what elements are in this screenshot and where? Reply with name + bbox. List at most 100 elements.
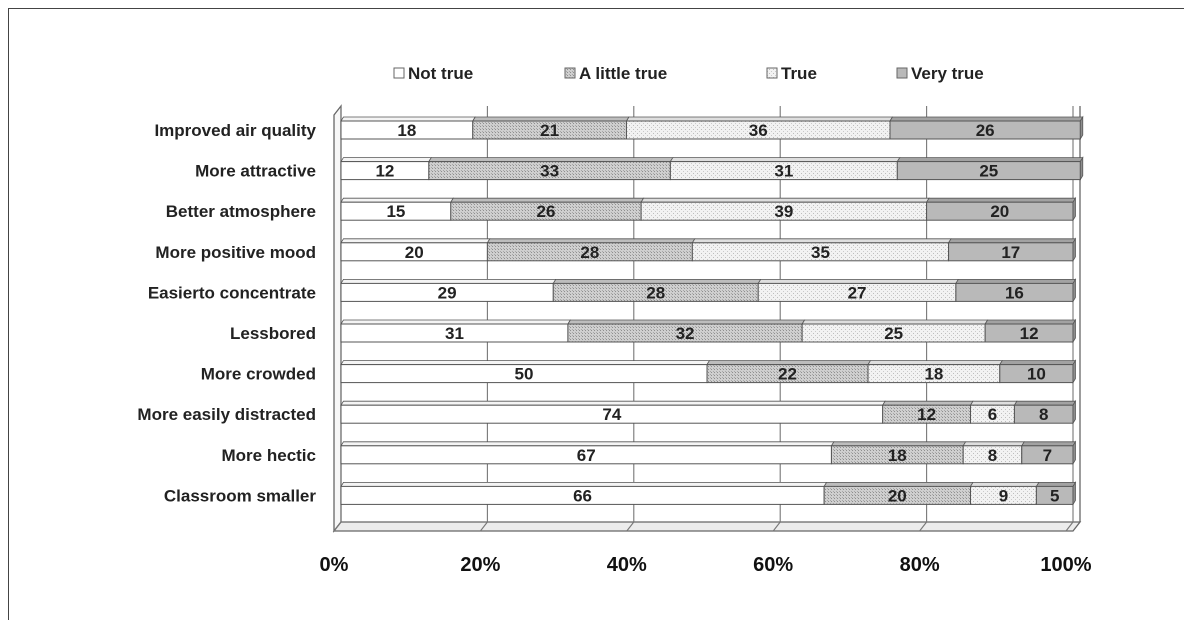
legend-swatch [896, 67, 908, 79]
data-label: 35 [811, 243, 830, 262]
data-label: 18 [924, 365, 943, 384]
bar-end-cap [1072, 399, 1076, 425]
category-labels: Improved air quality More attractive Bette… [137, 121, 316, 505]
bar-row-more-hectic: 67 18 8 7 [340, 440, 1077, 466]
data-label: 33 [540, 162, 559, 181]
data-label: 9 [999, 486, 1008, 505]
legend-swatch [564, 67, 576, 79]
category-label: Easierto concentrate [148, 283, 316, 302]
legend-item-not-true: Not true [393, 64, 473, 83]
bar-row-easierto-concentrate: 29 28 27 16 [340, 277, 1077, 303]
bar-row-lessbored: 31 32 25 12 [340, 318, 1077, 344]
bar-row-better-atmosphere: 15 26 39 20 [340, 196, 1077, 222]
data-label: 20 [990, 202, 1009, 221]
bar-row-more-attractive: 12 33 31 25 [340, 156, 1084, 182]
category-label: Better atmosphere [166, 202, 316, 221]
x-tick-label: 20% [460, 554, 500, 576]
left-wall [333, 104, 342, 533]
legend-label: Very true [911, 64, 984, 83]
category-label: More easily distracted [137, 405, 316, 424]
data-label: 18 [397, 121, 416, 140]
data-label: 31 [445, 324, 464, 343]
bar-row-more-easily-distracted: 74 12 6 8 [340, 399, 1077, 425]
bar-row-more-crowded: 50 22 18 10 [340, 359, 1077, 385]
floor [332, 521, 1082, 532]
data-label: 25 [884, 324, 903, 343]
data-label: 12 [375, 162, 394, 181]
bar-end-cap [1072, 318, 1076, 344]
data-label: 16 [1005, 283, 1024, 302]
data-label: 31 [774, 162, 793, 181]
data-label: 10 [1027, 365, 1046, 384]
gridline-floor [626, 521, 635, 532]
legend-label: True [781, 64, 817, 83]
bar-end-cap [1072, 277, 1076, 303]
gridline-floor [1065, 521, 1074, 532]
x-tick-label: 0% [320, 554, 349, 576]
category-label: More crowded [201, 365, 316, 384]
gridline-floor [333, 521, 342, 532]
data-label: 12 [917, 405, 936, 424]
x-tick-label: 80% [900, 554, 940, 576]
data-label: 39 [774, 202, 793, 221]
data-label: 8 [988, 446, 997, 465]
data-label: 17 [1001, 243, 1020, 262]
data-label: 50 [515, 365, 534, 384]
data-label: 5 [1050, 486, 1059, 505]
bar-row-classroom-smaller: 66 20 9 5 [340, 480, 1077, 506]
data-label: 15 [386, 202, 405, 221]
data-label: 27 [848, 283, 867, 302]
data-label: 8 [1039, 405, 1048, 424]
category-label: More hectic [222, 446, 316, 465]
bar-end-cap [1079, 115, 1084, 141]
bar-end-cap [1072, 440, 1076, 466]
data-label: 36 [749, 121, 768, 140]
x-axis-tick-labels: 0% 20% 40% 60% 80% 100% [320, 554, 1092, 576]
category-label: More positive mood [155, 243, 316, 262]
data-label: 21 [540, 121, 559, 140]
category-label: Classroom smaller [164, 486, 317, 505]
data-label: 32 [676, 324, 695, 343]
data-label: 18 [888, 446, 907, 465]
data-label: 20 [888, 486, 907, 505]
legend: Not true A little true True Very true [393, 64, 984, 83]
legend-item-very-true: Very true [896, 64, 984, 83]
data-label: 28 [646, 283, 665, 302]
data-label: 29 [438, 283, 457, 302]
legend-label: Not true [408, 64, 473, 83]
legend-item-a-little-true: A little true [564, 64, 667, 83]
x-tick-label: 40% [607, 554, 647, 576]
data-label: 26 [976, 121, 995, 140]
gridline-floor [479, 521, 488, 532]
category-label: More attractive [195, 162, 316, 181]
gridline-floor [772, 521, 781, 532]
bar-end-cap [1072, 480, 1076, 506]
x-tick-label: 100% [1040, 554, 1091, 576]
data-label: 7 [1043, 446, 1052, 465]
data-label: 28 [580, 243, 599, 262]
bar-end-cap [1072, 359, 1076, 385]
legend-label: A little true [579, 64, 667, 83]
category-label: Improved air quality [154, 121, 316, 140]
bar-end-cap [1072, 196, 1076, 222]
bar-end-cap [1079, 156, 1084, 182]
bar-row-more-positive-mood: 20 28 35 17 [340, 237, 1077, 263]
legend-swatch [393, 67, 405, 79]
figure-frame [8, 8, 1184, 620]
data-label: 66 [573, 486, 592, 505]
gridline-floor [919, 521, 928, 532]
data-label: 26 [536, 202, 555, 221]
category-label: Lessbored [230, 324, 316, 343]
bar-end-cap [1072, 237, 1076, 263]
x-tick-label: 60% [753, 554, 793, 576]
bars: 18 21 36 26 12 33 31 25 15 26 39 20 20 28 35 17 29 28 27 16… [340, 115, 1084, 506]
data-label: 6 [988, 405, 997, 424]
data-label: 20 [405, 243, 424, 262]
data-label: 74 [602, 405, 621, 424]
legend-item-true: True [766, 64, 817, 83]
bar-row-improved-air-quality: 18 21 36 26 [340, 115, 1084, 141]
data-label: 22 [778, 365, 797, 384]
data-label: 67 [577, 446, 596, 465]
data-label: 12 [1020, 324, 1039, 343]
